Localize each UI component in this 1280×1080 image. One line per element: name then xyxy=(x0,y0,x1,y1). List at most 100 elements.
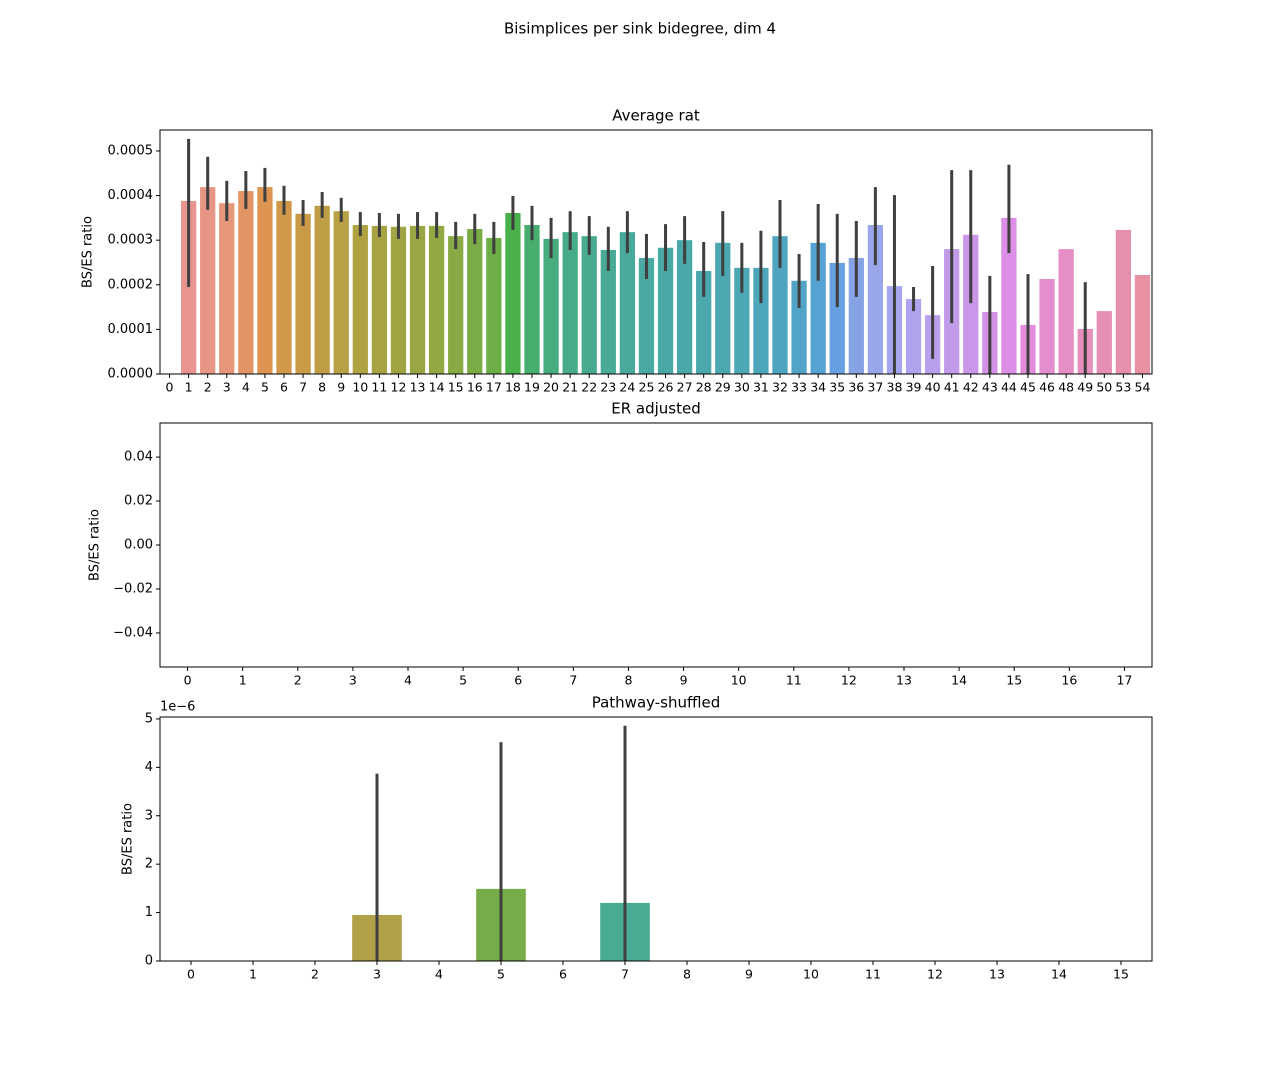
y-tick-label: 0.02 xyxy=(124,494,153,509)
x-tick-label: 20 xyxy=(543,380,559,395)
y-axis-label: BS/ES ratio xyxy=(88,509,103,581)
x-tick-label: 2 xyxy=(311,967,319,982)
bar xyxy=(448,236,464,374)
x-tick-label: 53 xyxy=(1115,380,1131,395)
x-tick-label: 43 xyxy=(982,380,998,395)
x-tick-label: 8 xyxy=(683,967,691,982)
x-tick-label: 17 xyxy=(1116,673,1132,688)
x-tick-label: 27 xyxy=(677,380,693,395)
x-tick-label: 31 xyxy=(753,380,769,395)
bar xyxy=(562,232,578,374)
bar xyxy=(696,270,712,374)
x-tick-label: 15 xyxy=(448,380,464,395)
bar xyxy=(734,267,750,374)
bar xyxy=(600,249,616,374)
y-tick-label: 2 xyxy=(145,857,153,872)
bar xyxy=(1096,311,1112,374)
x-tick-label: 14 xyxy=(429,380,445,395)
x-tick-label: 1 xyxy=(239,673,247,688)
x-tick-label: 10 xyxy=(731,673,747,688)
x-tick-label: 7 xyxy=(569,673,577,688)
x-tick-label: 10 xyxy=(803,967,819,982)
x-tick-label: 49 xyxy=(1077,380,1093,395)
x-tick-label: 0 xyxy=(187,967,195,982)
bar xyxy=(829,262,845,374)
y-tick-label: 5 xyxy=(145,711,153,726)
x-tick-label: 9 xyxy=(680,673,688,688)
x-tick-label: 14 xyxy=(1051,967,1067,982)
bar xyxy=(1134,274,1151,374)
axes-frame xyxy=(159,422,1153,668)
x-tick-label: 1 xyxy=(185,380,193,395)
x-tick-label: 10 xyxy=(352,380,368,395)
bar xyxy=(257,187,273,374)
y-tick-label: 0.04 xyxy=(124,450,153,465)
bar xyxy=(619,232,636,374)
x-tick-label: 2 xyxy=(294,673,302,688)
x-tick-label: 8 xyxy=(624,673,632,688)
bar xyxy=(314,205,330,374)
offset-text: 1e−6 xyxy=(160,700,195,715)
y-tick-label: 0.0004 xyxy=(108,188,154,203)
bar xyxy=(581,236,597,374)
bar xyxy=(657,247,674,374)
x-tick-label: 37 xyxy=(867,380,883,395)
x-tick-label: 5 xyxy=(497,967,505,982)
x-tick-label: 12 xyxy=(391,380,407,395)
x-tick-label: 16 xyxy=(1061,673,1077,688)
x-tick-label: 25 xyxy=(639,380,655,395)
x-tick-label: 42 xyxy=(963,380,979,395)
figure-title: Bisimplices per sink bidegree, dim 4 xyxy=(504,20,776,38)
y-tick-label: 0.0000 xyxy=(108,367,154,382)
x-tick-label: 1 xyxy=(249,967,257,982)
x-tick-label: 11 xyxy=(786,673,802,688)
x-tick-label: 35 xyxy=(829,380,845,395)
bar xyxy=(467,229,483,374)
axes-title: Average rat xyxy=(612,107,700,125)
x-tick-label: 15 xyxy=(1113,967,1129,982)
x-tick-label: 17 xyxy=(486,380,502,395)
x-tick-label: 12 xyxy=(841,673,857,688)
bar xyxy=(791,280,807,374)
bar xyxy=(1001,217,1017,374)
x-tick-label: 7 xyxy=(621,967,629,982)
y-tick-label: 4 xyxy=(145,760,153,775)
x-tick-label: 38 xyxy=(887,380,903,395)
axes-title: Pathway-shuffled xyxy=(592,694,721,712)
y-tick-label: 0.00 xyxy=(124,538,153,553)
axes-frame xyxy=(159,129,1153,375)
bar xyxy=(524,225,540,374)
x-tick-label: 45 xyxy=(1020,380,1036,395)
x-tick-label: 5 xyxy=(261,380,269,395)
bar xyxy=(753,267,769,374)
x-tick-label: 6 xyxy=(514,673,522,688)
bar xyxy=(1039,278,1055,374)
bar xyxy=(219,203,235,374)
x-tick-label: 15 xyxy=(1006,673,1022,688)
x-tick-label: 12 xyxy=(927,967,943,982)
bar xyxy=(371,225,388,374)
y-tick-label: 0.0001 xyxy=(108,322,154,337)
x-tick-label: 11 xyxy=(371,380,387,395)
x-tick-label: 18 xyxy=(505,380,521,395)
y-axis-label: BS/ES ratio xyxy=(81,216,96,288)
bar xyxy=(905,299,922,374)
x-tick-label: 33 xyxy=(791,380,807,395)
x-tick-label: 50 xyxy=(1096,380,1112,395)
y-tick-label: 0.0002 xyxy=(108,277,154,292)
x-tick-label: 19 xyxy=(524,380,540,395)
bar xyxy=(238,191,254,374)
x-tick-label: 13 xyxy=(989,967,1005,982)
x-tick-label: 4 xyxy=(242,380,250,395)
x-tick-label: 39 xyxy=(906,380,922,395)
x-tick-label: 21 xyxy=(562,380,578,395)
bar xyxy=(295,213,311,374)
axes-frame xyxy=(159,716,1153,962)
x-tick-label: 44 xyxy=(1001,380,1017,395)
x-tick-label: 40 xyxy=(925,380,941,395)
x-tick-label: 26 xyxy=(658,380,674,395)
bar xyxy=(505,212,521,374)
x-tick-label: 46 xyxy=(1039,380,1055,395)
bar xyxy=(486,237,502,374)
